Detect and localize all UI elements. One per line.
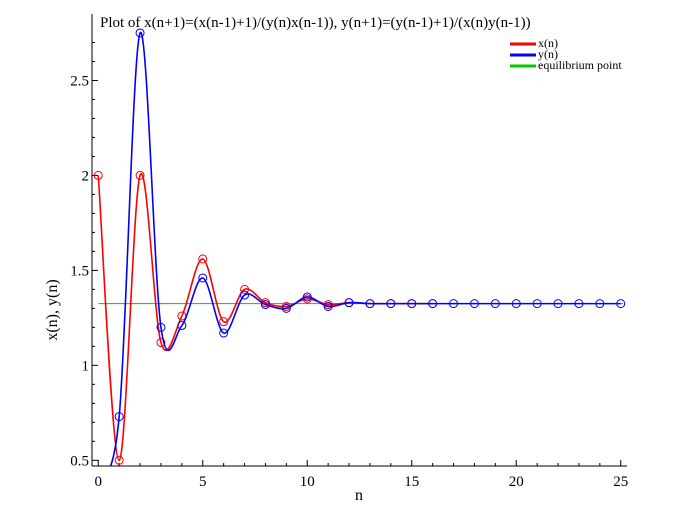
legend: x(n)y(n)equilibrium point: [510, 36, 622, 72]
series-x-point: [93, 170, 103, 180]
y-tick-label: 2: [82, 168, 90, 184]
legend-label: y(n): [538, 47, 558, 61]
series-y-point: [135, 28, 145, 38]
series-x-point: [156, 338, 166, 348]
series-y-point: [240, 290, 250, 300]
y-tick-label: 0.5: [70, 453, 89, 469]
y-tick-label: 2.5: [70, 73, 89, 89]
series-y-point: [219, 328, 229, 338]
series-x-point: [219, 317, 229, 327]
x-axis-title: n: [355, 487, 363, 504]
series-y-point: [532, 299, 542, 309]
series-y-point: [553, 299, 563, 309]
series-x-point: [240, 284, 250, 294]
y-tick-label: 1.5: [70, 263, 89, 279]
series-x-point: [114, 455, 124, 465]
series-y-point: [616, 299, 626, 309]
series-y-point: [574, 299, 584, 309]
series-y-point: [323, 301, 333, 311]
series-y-point: [198, 273, 208, 283]
series-y-point: [490, 299, 500, 309]
axes: 0 5 10 15 20 25 0.5 1 1.5 2 2.5: [70, 14, 628, 490]
series-layer: [93, 28, 626, 466]
series-y-point: [260, 300, 270, 310]
series-y-point: [449, 299, 459, 309]
series-y-point: [344, 298, 354, 308]
series-y-point: [428, 299, 438, 309]
series-y-point: [386, 299, 396, 309]
legend-label: x(n): [538, 36, 558, 50]
series-y-line: [109, 32, 621, 466]
chart-title: Plot of x(n+1)=(x(n-1)+1)/(y(n)x(n-1)), …: [100, 15, 531, 31]
x-tick-label: 10: [300, 474, 315, 490]
x-tick-label: 0: [95, 474, 103, 490]
series-y-point: [365, 299, 375, 309]
x-tick-label: 5: [199, 474, 207, 490]
x-tick-label: 15: [404, 474, 419, 490]
series-y-point: [407, 299, 417, 309]
series-x-line: [97, 173, 433, 462]
x-tick-label: 20: [509, 474, 524, 490]
series-y-point: [281, 303, 291, 313]
series-y-point: [177, 320, 187, 330]
series-x-point: [198, 254, 208, 264]
x-tick-label: 25: [613, 474, 628, 490]
series-y-point: [302, 292, 312, 302]
legend-label: equilibrium point: [538, 58, 622, 72]
series-y-point: [156, 322, 166, 332]
y-tick-label: 1: [82, 358, 90, 374]
series-y-point: [469, 299, 479, 309]
series-y-point: [511, 299, 521, 309]
y-axis-title: x(n), y(n): [44, 279, 61, 340]
series-y-point: [595, 299, 605, 309]
series-x-point: [135, 170, 145, 180]
series-y-point: [114, 412, 124, 422]
